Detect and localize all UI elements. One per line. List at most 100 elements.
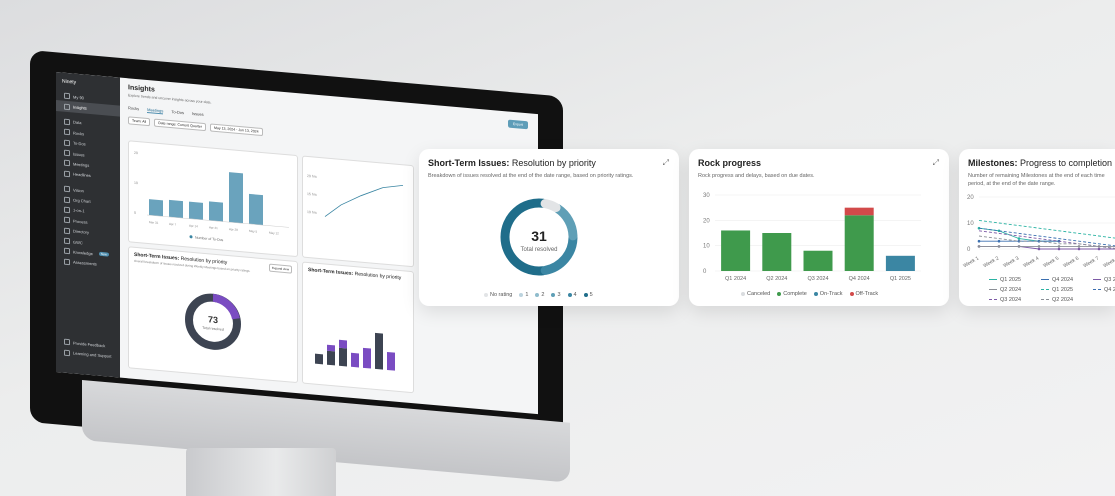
y-tick-label: 10: [967, 221, 974, 227]
data-point: [1017, 237, 1021, 240]
mini-bar: [229, 172, 243, 224]
y-tick-label: 20: [703, 218, 710, 224]
feedback-icon: [64, 338, 70, 346]
mini-donut-label: Total resolved: [202, 326, 224, 332]
card-rock-progress: Rock progress ⤢ Rock progress and delays…: [689, 149, 949, 306]
series-line-q4-2024: [978, 227, 1115, 247]
y-tick-label: 0: [967, 247, 971, 253]
mini-bar: [249, 193, 263, 226]
checkbox-icon: [64, 139, 70, 146]
data-point: [1097, 247, 1101, 251]
sidebar: Ninety My 90 Insights Data Rocks To-Dos …: [56, 72, 120, 378]
data-point: [1037, 245, 1041, 248]
mini-card-line: 20 hrs 15 hrs 10 hrs: [302, 155, 414, 268]
mini-donut-total: 73: [208, 314, 218, 325]
date-picker[interactable]: May 13, 2024 - Jun 13, 2024: [209, 123, 263, 137]
book-icon: [64, 248, 70, 255]
mini-bar: [339, 347, 347, 367]
data-point: [1057, 247, 1061, 251]
data-point: [1017, 245, 1021, 248]
directory-icon: [64, 227, 70, 234]
legend-item: 3: [551, 292, 561, 298]
y-tick-label: 10: [703, 244, 710, 250]
card-milestones: Milestones: Progress to completion Numbe…: [959, 149, 1115, 306]
y-tick-label: 0: [703, 269, 707, 275]
legend-item: 4: [567, 292, 577, 298]
vision-icon: [64, 185, 70, 193]
donut-segment-3: [553, 204, 578, 241]
mini-card-todos: 20 10 0 Mar 31 Apr 7 Apr 14 Apr 21 Apr 2…: [128, 140, 298, 258]
mini-bar: [351, 352, 359, 368]
tab-rocks[interactable]: Rocks: [128, 105, 140, 112]
tab-issues[interactable]: Issues: [192, 110, 204, 117]
mini-card-issues-2: Short-Term Issues: Resolution by priorit…: [302, 261, 414, 394]
legend-item: Q4 2024: [1093, 287, 1115, 293]
donut-segment-no-rating: [540, 199, 561, 213]
mini-stacked-chart: [315, 332, 395, 371]
legend-item: Q3 2024: [989, 297, 1041, 303]
mini-x-tick: Apr 7: [169, 222, 176, 227]
card-description: Breakdown of issues resolved at the end …: [428, 173, 634, 179]
x-tick-label: Q2 2024: [766, 276, 787, 282]
bar-complete: [844, 215, 874, 271]
process-icon: [64, 217, 70, 224]
mini-x-tick: Apr 14: [189, 224, 198, 229]
donut-total: 31: [531, 228, 547, 244]
help-icon: [64, 349, 70, 356]
mini-bar: [189, 201, 203, 220]
mini-y-tick: 20: [134, 151, 138, 155]
donut-total-label: Total resolved: [520, 247, 557, 253]
card-title: Short-Term Issues: Resolution by priorit…: [428, 158, 596, 168]
x-tick-label: Week 2: [982, 255, 1000, 269]
bar-off-track: [844, 207, 874, 216]
mini-x-tick: May 5: [249, 229, 257, 234]
legend-item: No rating: [484, 292, 512, 298]
legend-item: Q4 2024: [1041, 277, 1093, 283]
data-point: [997, 239, 1001, 243]
card-title: Milestones: Progress to completion: [968, 158, 1113, 168]
x-tick-label: Week 6: [1062, 255, 1080, 269]
data-point: [997, 245, 1001, 248]
data-point: [1037, 247, 1041, 251]
date-range-filter[interactable]: Date range: Current Quarter: [154, 118, 206, 132]
donut-segment-4: [540, 233, 578, 275]
expand-icon[interactable]: ⤢: [662, 158, 669, 167]
legend-item: Canceled: [741, 291, 770, 297]
meeting-icon: [64, 160, 70, 167]
mini-bar: [327, 350, 335, 366]
x-tick-label: Week 1: [962, 255, 980, 269]
legend-item: Complete: [777, 291, 807, 297]
mini-x-tick: May 12: [269, 231, 279, 236]
mini-bar: [169, 199, 183, 219]
mini-bar: [149, 199, 163, 217]
mini-bar: [315, 353, 323, 365]
card-description: Number of remaining Milestones at the en…: [968, 173, 1105, 187]
mini-bar: [327, 344, 335, 352]
card-description: Rock progress and delays, based on due d…: [698, 173, 815, 179]
mini-x-tick: Apr 21: [209, 225, 218, 230]
donut-segment-5: [500, 198, 548, 276]
mini-bar: [363, 347, 371, 369]
bar-on-track: [885, 255, 915, 271]
chart-icon: [64, 103, 70, 110]
legend-item: Q3 2024: [1093, 277, 1115, 283]
priority-donut-chart: 31 Total resolved: [500, 198, 578, 276]
people-icon: [64, 206, 70, 214]
tab-meetings[interactable]: Meetings: [147, 106, 164, 115]
mini-y-tick: 10 hrs: [307, 210, 317, 215]
data-icon: [64, 118, 70, 126]
tab-todos[interactable]: To-Dos: [171, 109, 185, 116]
donut-legend: No rating 1 2 3 4 5: [484, 292, 593, 298]
team-filter[interactable]: Team: All: [128, 116, 151, 127]
data-point: [1077, 245, 1081, 248]
rock-progress-chart: 0 10 20 30 Q1 2024 Q2 2024 Q3 2024 Q4 2024 Q1 20…: [703, 193, 921, 282]
mini-todos-chart: 20 10 0 Mar 31 Apr 7 Apr 14 Apr 21 Apr 2…: [134, 151, 289, 242]
export-button[interactable]: Export: [507, 119, 528, 130]
expand-icon[interactable]: ⤢: [932, 158, 939, 167]
x-tick-label: Week 4: [1022, 255, 1040, 269]
data-point: [1077, 247, 1081, 251]
data-point: [1057, 245, 1061, 248]
bar-complete: [803, 250, 833, 271]
gwc-icon: [64, 237, 70, 245]
mini-bar: [387, 351, 395, 371]
